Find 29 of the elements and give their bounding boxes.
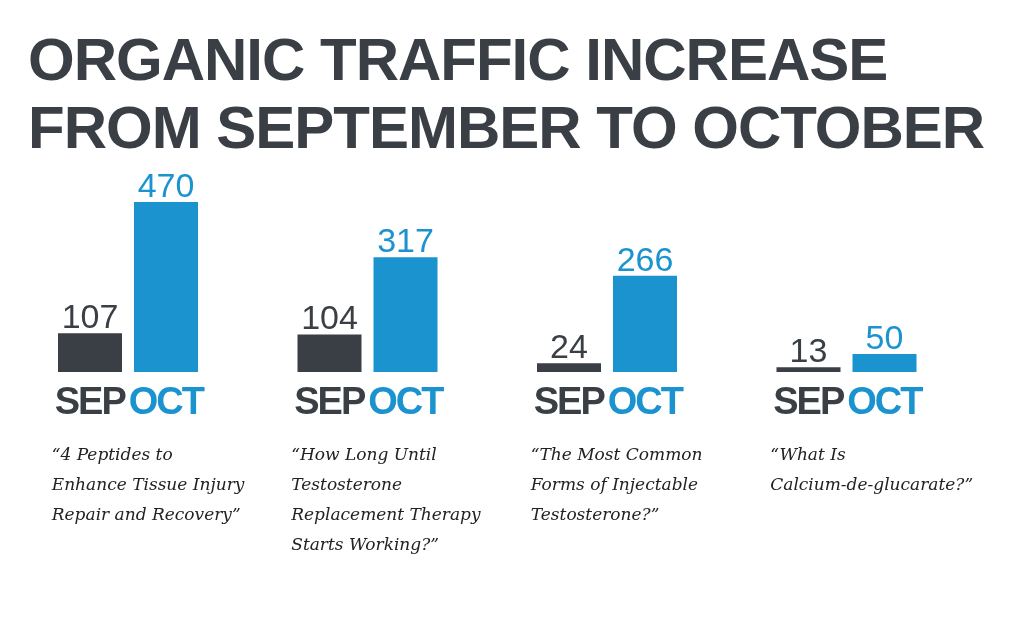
bar [373, 257, 438, 372]
data-label: 13 [789, 331, 828, 370]
bar [613, 275, 677, 372]
bar [134, 202, 198, 372]
data-label: 24 [550, 327, 588, 366]
bar [297, 334, 362, 372]
bar [852, 353, 917, 372]
text: OCT [607, 380, 682, 422]
data-label: 107 [61, 297, 119, 336]
x-tick-label: “What Is Calcium-de-glucarate?” [770, 444, 974, 494]
text: OCT [847, 380, 922, 422]
data-label: 470 [137, 166, 195, 204]
text: SEP [533, 380, 604, 422]
data-label: 104 [301, 298, 358, 337]
bar [537, 363, 601, 372]
series-label: SEP [294, 380, 366, 422]
bar [58, 333, 122, 372]
data-label: 50 [865, 317, 904, 356]
text: OCT [368, 380, 443, 422]
text: SEP [773, 380, 844, 422]
bar [776, 367, 841, 372]
data-label: 266 [616, 239, 674, 278]
x-tick-label: “The Most Common Forms of Injectable Testosterone?” [529, 444, 703, 524]
data-label: 317 [377, 221, 434, 260]
x-tick-label: “How Long Until Testosterone Replacement Therapy Starts Working?” [290, 444, 481, 554]
x-tick-label: “4 Peptides to Enhance Tissue Injury Repair and Recovery” [50, 444, 245, 524]
chart-title: ORGANIC TRAFFIC INCREASE FROM SEPTEMBER TO OCTOBER [27, 25, 986, 162]
series-label: OCT [128, 380, 205, 422]
text: SEP [54, 380, 125, 422]
